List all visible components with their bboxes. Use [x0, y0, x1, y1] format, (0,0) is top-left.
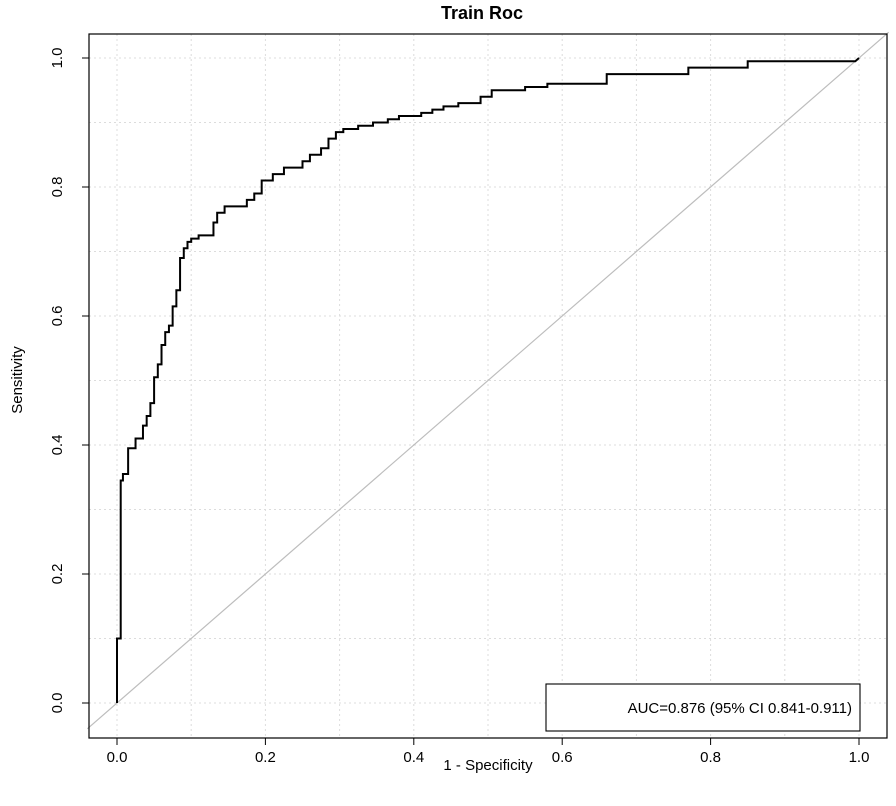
- x-tick-label: 1.0: [849, 749, 870, 766]
- series-layer: [86, 31, 890, 730]
- x-axis-label: 1 - Specificity: [443, 757, 533, 774]
- chart-title: Train Roc: [441, 3, 523, 23]
- y-axis-label: Sensitivity: [9, 346, 26, 414]
- reference-diagonal-line: [86, 31, 890, 730]
- legend-frame: [545, 683, 861, 732]
- x-tick-label: 0.2: [255, 749, 276, 766]
- grid: [89, 34, 887, 738]
- y-tick-label: 1.0: [49, 48, 66, 69]
- x-axis-ticks: 0.0 0.2 0.4 0.6 0.8 1.0: [107, 738, 870, 766]
- plot-frame: [88, 33, 888, 739]
- x-tick-label: 0.4: [403, 749, 424, 766]
- roc-curve-line: [116, 57, 860, 703]
- y-tick-label: 0.2: [49, 564, 66, 585]
- y-tick-label: 0.6: [49, 306, 66, 327]
- y-tick-label: 0.8: [49, 177, 66, 198]
- legend-auc-text: AUC=0.876 (95% CI 0.841-0.911): [628, 700, 852, 717]
- y-tick-label: 0.0: [49, 693, 66, 714]
- x-tick-label: 0.6: [552, 749, 573, 766]
- y-axis-ticks: 0.0 0.2 0.4 0.6 0.8 1.0: [49, 48, 89, 714]
- legend-box: AUC=0.876 (95% CI 0.841-0.911): [545, 683, 861, 732]
- y-tick-label: 0.4: [49, 435, 66, 456]
- x-tick-label: 0.0: [107, 749, 128, 766]
- x-tick-label: 0.8: [700, 749, 721, 766]
